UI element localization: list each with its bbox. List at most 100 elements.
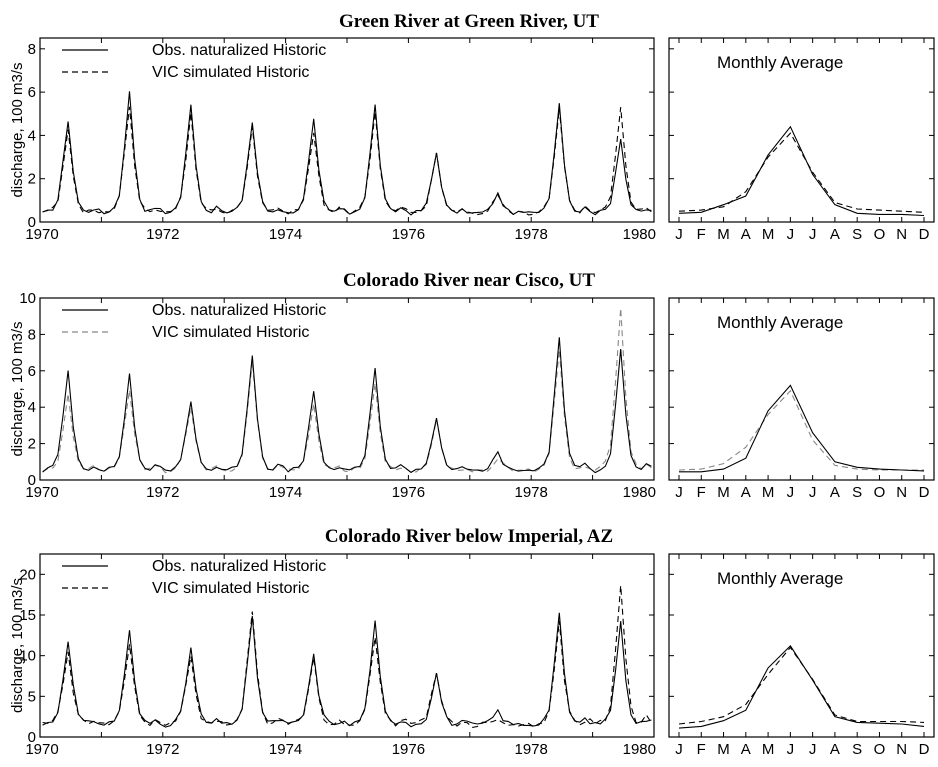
chart-title: Colorado River near Cisco, UT bbox=[343, 270, 595, 291]
x-tick-label: 1970 bbox=[25, 226, 58, 243]
inset-month-label: A bbox=[741, 226, 751, 243]
legend-label-obs: Obs. naturalized Historic bbox=[152, 42, 326, 59]
inset-month-label: J bbox=[675, 226, 683, 243]
series-line-obs-naturalized bbox=[42, 91, 652, 216]
inset-month-label: S bbox=[852, 484, 862, 501]
inset-month-label: J bbox=[809, 484, 817, 501]
inset-month-label: N bbox=[896, 741, 907, 758]
legend-label-obs: Obs. naturalized Historic bbox=[152, 302, 326, 319]
inset-month-label: F bbox=[697, 741, 706, 758]
inset-month-label: A bbox=[830, 741, 840, 758]
series-line-vic-simulated bbox=[42, 308, 652, 474]
inset-month-label: J bbox=[675, 484, 683, 501]
inset-month-label: A bbox=[830, 484, 840, 501]
y-tick-label: 8 bbox=[28, 326, 36, 343]
inset-month-label: F bbox=[697, 226, 706, 243]
y-tick-label: 5 bbox=[28, 688, 36, 705]
inset-plot-frame bbox=[668, 553, 935, 738]
x-tick-label: 1974 bbox=[269, 741, 302, 758]
chart-title: Green River at Green River, UT bbox=[339, 11, 599, 32]
legend-label-vic: VIC simulated Historic bbox=[152, 64, 309, 81]
x-tick-label: 1980 bbox=[623, 226, 656, 243]
inset-series-line-obs-naturalized bbox=[679, 384, 925, 473]
inset-month-label: M bbox=[762, 226, 775, 243]
inset-month-label: N bbox=[896, 484, 907, 501]
y-tick-label: 10 bbox=[19, 290, 36, 307]
series-line-vic-simulated bbox=[42, 585, 652, 728]
y-tick-label: 6 bbox=[28, 84, 36, 101]
y-tick-label: 20 bbox=[19, 566, 36, 583]
inset-label: Monthly Average bbox=[717, 569, 843, 588]
y-axis-label: discharge, 100 m3/s bbox=[9, 321, 26, 456]
inset-series-line-vic-simulated bbox=[678, 389, 924, 471]
y-tick-label: 15 bbox=[19, 607, 36, 624]
x-tick-label: 1976 bbox=[392, 484, 425, 501]
y-tick-label: 4 bbox=[28, 399, 36, 416]
inset-month-label: J bbox=[787, 226, 795, 243]
legend-label-vic: VIC simulated Historic bbox=[152, 580, 309, 597]
y-tick-label: 0 bbox=[28, 214, 36, 231]
inset-month-label: M bbox=[762, 741, 775, 758]
inset-month-label: D bbox=[919, 226, 930, 243]
inset-month-label: A bbox=[741, 484, 751, 501]
inset-month-label: M bbox=[717, 741, 730, 758]
inset-month-label: S bbox=[852, 741, 862, 758]
x-tick-label: 1972 bbox=[146, 226, 179, 243]
x-tick-label: 1976 bbox=[392, 741, 425, 758]
series-line-vic-simulated bbox=[42, 106, 652, 216]
inset-month-label: A bbox=[830, 226, 840, 243]
inset-label: Monthly Average bbox=[717, 53, 843, 72]
y-tick-label: 10 bbox=[19, 648, 36, 665]
inset-series-line-obs-naturalized bbox=[678, 645, 925, 729]
x-tick-label: 1972 bbox=[146, 741, 179, 758]
x-tick-label: 1980 bbox=[623, 484, 656, 501]
x-tick-label: 1978 bbox=[515, 741, 548, 758]
inset-month-label: M bbox=[762, 484, 775, 501]
y-axis-label: discharge, 100 m3/s bbox=[9, 578, 26, 713]
inset-month-label: A bbox=[741, 741, 751, 758]
y-tick-label: 0 bbox=[28, 472, 36, 489]
x-tick-label: 1976 bbox=[392, 226, 425, 243]
series-line-obs-naturalized bbox=[42, 612, 652, 728]
x-tick-label: 1974 bbox=[269, 484, 302, 501]
y-tick-label: 6 bbox=[28, 363, 36, 380]
y-axis-label: discharge, 100 m3/s bbox=[9, 62, 26, 197]
legend-label-obs: Obs. naturalized Historic bbox=[152, 558, 326, 575]
inset-month-label: S bbox=[852, 226, 862, 243]
inset-series-line-vic-simulated bbox=[678, 646, 925, 725]
y-tick-label: 2 bbox=[28, 436, 36, 453]
x-tick-label: 1970 bbox=[25, 484, 58, 501]
inset-month-label: N bbox=[896, 226, 907, 243]
y-tick-label: 2 bbox=[28, 171, 36, 188]
x-tick-label: 1978 bbox=[515, 484, 548, 501]
inset-month-label: O bbox=[874, 226, 886, 243]
inset-month-label: J bbox=[675, 741, 683, 758]
x-tick-label: 1970 bbox=[25, 741, 58, 758]
inset-month-label: J bbox=[809, 226, 817, 243]
legend-label-vic: VIC simulated Historic bbox=[152, 324, 309, 341]
y-tick-label: 8 bbox=[28, 41, 36, 58]
inset-series-line-obs-naturalized bbox=[678, 125, 925, 217]
inset-month-label: O bbox=[874, 484, 886, 501]
inset-month-label: J bbox=[787, 484, 795, 501]
inset-month-label: D bbox=[919, 741, 930, 758]
x-tick-label: 1978 bbox=[515, 226, 548, 243]
main-plot-frame bbox=[39, 297, 655, 481]
x-tick-label: 1980 bbox=[623, 741, 656, 758]
inset-month-label: M bbox=[717, 484, 730, 501]
y-tick-label: 0 bbox=[28, 729, 36, 746]
inset-month-label: M bbox=[717, 226, 730, 243]
inset-plot-frame bbox=[668, 37, 935, 223]
y-tick-label: 4 bbox=[28, 127, 36, 144]
x-tick-label: 1974 bbox=[269, 226, 302, 243]
inset-plot-frame bbox=[668, 297, 935, 481]
chart-title: Colorado River below Imperial, AZ bbox=[325, 526, 613, 547]
inset-month-label: J bbox=[787, 741, 795, 758]
x-tick-label: 1972 bbox=[146, 484, 179, 501]
series-line-obs-naturalized bbox=[42, 337, 652, 474]
inset-month-label: D bbox=[919, 484, 930, 501]
inset-month-label: J bbox=[809, 741, 817, 758]
inset-series-line-vic-simulated bbox=[678, 132, 925, 213]
inset-month-label: F bbox=[697, 484, 706, 501]
